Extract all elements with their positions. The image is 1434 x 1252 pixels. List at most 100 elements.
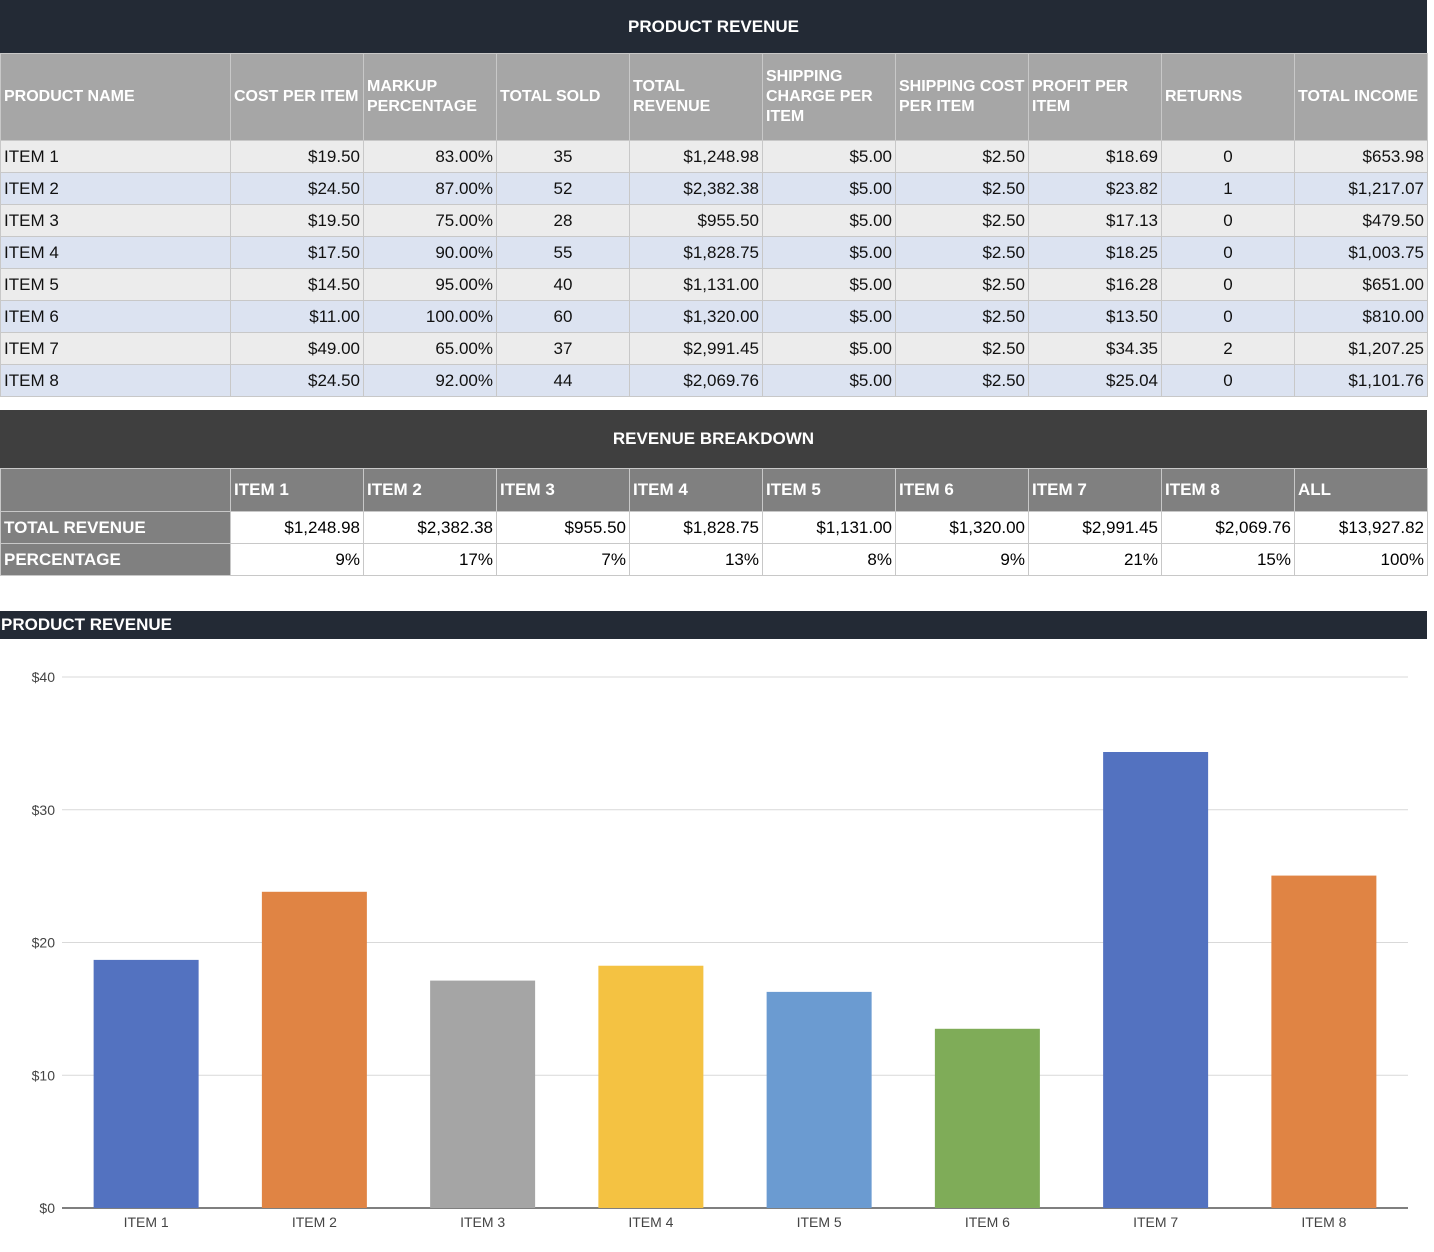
- table-cell[interactable]: $2.50: [895, 140, 1029, 173]
- table-cell[interactable]: $2.50: [895, 300, 1029, 333]
- table-cell[interactable]: 40: [496, 268, 630, 301]
- table-cell[interactable]: 0: [1161, 364, 1295, 397]
- table-cell[interactable]: ITEM 8: [0, 364, 231, 397]
- table-cell[interactable]: $2,382.38: [629, 172, 763, 205]
- table-cell[interactable]: 100.00%: [363, 300, 497, 333]
- table-cell[interactable]: 13%: [629, 543, 763, 576]
- table-cell[interactable]: $1,207.25: [1294, 332, 1428, 365]
- table-cell[interactable]: $13,927.82: [1294, 511, 1428, 544]
- table-cell[interactable]: $955.50: [629, 204, 763, 237]
- table-cell[interactable]: PERCENTAGE: [0, 543, 231, 576]
- table-cell[interactable]: TOTAL REVENUE: [0, 511, 231, 544]
- table-cell[interactable]: $2,382.38: [363, 511, 497, 544]
- table-cell[interactable]: 0: [1161, 140, 1295, 173]
- table-cell[interactable]: $24.50: [230, 364, 364, 397]
- table-cell[interactable]: 17%: [363, 543, 497, 576]
- table-cell[interactable]: $25.04: [1028, 364, 1162, 397]
- table-cell[interactable]: 2: [1161, 332, 1295, 365]
- table-cell[interactable]: $1,217.07: [1294, 172, 1428, 205]
- table-cell[interactable]: $5.00: [762, 332, 896, 365]
- table-cell[interactable]: $651.00: [1294, 268, 1428, 301]
- table-cell[interactable]: $955.50: [496, 511, 630, 544]
- table-cell[interactable]: $1,003.75: [1294, 236, 1428, 269]
- table-cell[interactable]: 21%: [1028, 543, 1162, 576]
- table-cell[interactable]: $1,320.00: [895, 511, 1029, 544]
- table-cell[interactable]: 55: [496, 236, 630, 269]
- table-cell[interactable]: $653.98: [1294, 140, 1428, 173]
- table-cell[interactable]: 90.00%: [363, 236, 497, 269]
- table-cell[interactable]: $11.00: [230, 300, 364, 333]
- table-cell[interactable]: $13.50: [1028, 300, 1162, 333]
- table-cell[interactable]: 0: [1161, 300, 1295, 333]
- table-cell[interactable]: $1,101.76: [1294, 364, 1428, 397]
- table-cell[interactable]: $5.00: [762, 268, 896, 301]
- table-cell[interactable]: $2,069.76: [1161, 511, 1295, 544]
- table-cell[interactable]: $49.00: [230, 332, 364, 365]
- table-cell[interactable]: $1,131.00: [629, 268, 763, 301]
- table-cell[interactable]: ITEM 3: [0, 204, 231, 237]
- table-cell[interactable]: $5.00: [762, 364, 896, 397]
- table-cell[interactable]: ITEM 7: [0, 332, 231, 365]
- table-cell[interactable]: $2.50: [895, 268, 1029, 301]
- table-cell[interactable]: 9%: [230, 543, 364, 576]
- table-cell[interactable]: ITEM 1: [0, 140, 231, 173]
- table-cell[interactable]: ITEM 4: [0, 236, 231, 269]
- table-cell[interactable]: $34.35: [1028, 332, 1162, 365]
- table-cell[interactable]: $1,248.98: [230, 511, 364, 544]
- table-cell[interactable]: 52: [496, 172, 630, 205]
- table-cell[interactable]: 35: [496, 140, 630, 173]
- table-cell[interactable]: 1: [1161, 172, 1295, 205]
- table-cell[interactable]: 9%: [895, 543, 1029, 576]
- table-cell[interactable]: $1,828.75: [629, 511, 763, 544]
- table-cell[interactable]: $19.50: [230, 140, 364, 173]
- table-cell[interactable]: $2.50: [895, 364, 1029, 397]
- table-cell[interactable]: $479.50: [1294, 204, 1428, 237]
- table-cell[interactable]: $16.28: [1028, 268, 1162, 301]
- table-cell[interactable]: 28: [496, 204, 630, 237]
- table-cell[interactable]: 75.00%: [363, 204, 497, 237]
- table-cell[interactable]: $2,991.45: [1028, 511, 1162, 544]
- table-cell[interactable]: $810.00: [1294, 300, 1428, 333]
- table-cell[interactable]: 92.00%: [363, 364, 497, 397]
- table-cell[interactable]: $19.50: [230, 204, 364, 237]
- table-cell[interactable]: 8%: [762, 543, 896, 576]
- table-cell[interactable]: 0: [1161, 236, 1295, 269]
- table-cell[interactable]: $2.50: [895, 172, 1029, 205]
- table-cell[interactable]: 0: [1161, 204, 1295, 237]
- table-cell[interactable]: $2,991.45: [629, 332, 763, 365]
- table-cell[interactable]: $2,069.76: [629, 364, 763, 397]
- table-cell[interactable]: $17.13: [1028, 204, 1162, 237]
- table-cell[interactable]: 83.00%: [363, 140, 497, 173]
- table-cell[interactable]: $2.50: [895, 204, 1029, 237]
- table-cell[interactable]: $2.50: [895, 332, 1029, 365]
- table-cell[interactable]: $1,320.00: [629, 300, 763, 333]
- table-cell[interactable]: 65.00%: [363, 332, 497, 365]
- table-cell[interactable]: 0: [1161, 268, 1295, 301]
- table-cell[interactable]: $24.50: [230, 172, 364, 205]
- table-cell[interactable]: 44: [496, 364, 630, 397]
- table-cell[interactable]: $5.00: [762, 236, 896, 269]
- table-cell[interactable]: 7%: [496, 543, 630, 576]
- table-cell[interactable]: $17.50: [230, 236, 364, 269]
- table-cell[interactable]: $18.25: [1028, 236, 1162, 269]
- table-cell[interactable]: ITEM 5: [0, 268, 231, 301]
- table-cell[interactable]: $23.82: [1028, 172, 1162, 205]
- table-cell[interactable]: $2.50: [895, 236, 1029, 269]
- table-cell[interactable]: 37: [496, 332, 630, 365]
- table-cell[interactable]: $5.00: [762, 300, 896, 333]
- table-cell[interactable]: $5.00: [762, 204, 896, 237]
- table-cell[interactable]: $5.00: [762, 172, 896, 205]
- table-cell[interactable]: $5.00: [762, 140, 896, 173]
- table-cell[interactable]: 87.00%: [363, 172, 497, 205]
- table-cell[interactable]: 15%: [1161, 543, 1295, 576]
- table-cell[interactable]: 60: [496, 300, 630, 333]
- table-cell[interactable]: ITEM 2: [0, 172, 231, 205]
- table-cell[interactable]: 95.00%: [363, 268, 497, 301]
- table-cell[interactable]: ITEM 6: [0, 300, 231, 333]
- table-cell[interactable]: $1,828.75: [629, 236, 763, 269]
- table-cell[interactable]: $14.50: [230, 268, 364, 301]
- table-cell[interactable]: 100%: [1294, 543, 1428, 576]
- table-cell[interactable]: $18.69: [1028, 140, 1162, 173]
- table-cell[interactable]: $1,131.00: [762, 511, 896, 544]
- table-cell[interactable]: $1,248.98: [629, 140, 763, 173]
